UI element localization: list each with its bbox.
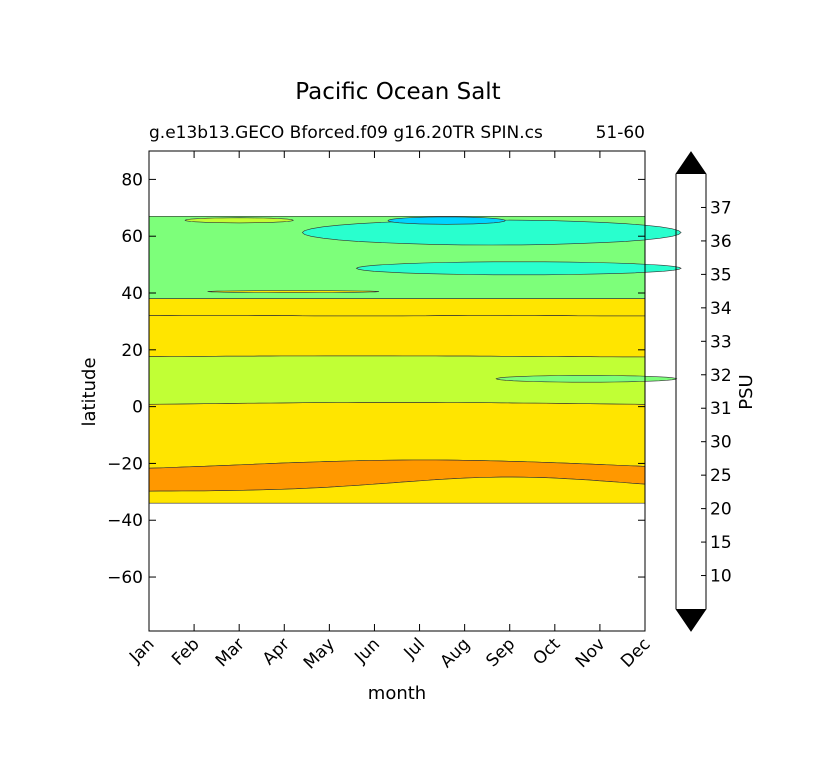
plot-area: 80 60 40 20 0 −20 −40 −60 Jan Feb Mar Apr May Jun Jul… [107, 150, 682, 673]
field-patch-33-34-north [184, 217, 294, 224]
field-patch-31-32-north [301, 219, 682, 246]
field-band-34-35-mid [148, 315, 646, 358]
colorbar-tick-label: 20 [710, 500, 732, 520]
y-tick-label: 0 [132, 398, 143, 418]
colorbar-tick-label: 15 [710, 533, 732, 553]
x-tick-label: Aug [437, 634, 475, 672]
colorbar-tick-label: 30 [710, 433, 732, 453]
field-patch-31-32-mid [355, 261, 682, 276]
chart-title: Pacific Ocean Salt [295, 79, 500, 105]
y-tick-label: 80 [121, 170, 143, 190]
colorbar-tick-label: 35 [710, 265, 732, 285]
colorbar-tick-label: 34 [710, 299, 732, 319]
y-axis-label: latitude [79, 357, 100, 426]
y-tick-label: 20 [121, 341, 143, 361]
x-tick-label: Dec [617, 634, 654, 671]
x-tick-label: Jun [350, 634, 384, 668]
x-tick-label: May [300, 634, 339, 673]
colorbar-tick-label: 25 [710, 466, 732, 486]
chart-subtitle-right: 51-60 [596, 123, 645, 143]
colorbar-extend-under [676, 609, 706, 631]
y-tick-label: −20 [107, 454, 143, 474]
colorbar-tick-label: 31 [710, 399, 732, 419]
x-axis-label: month [368, 683, 426, 704]
field-patch-32-33-equatorial [495, 375, 678, 383]
colorbar-tick-label: 37 [710, 198, 732, 218]
colorbar-tick-label: 10 [710, 567, 732, 587]
y-axis: 80 60 40 20 0 −20 −40 −60 [107, 170, 645, 588]
contour-fields [148, 216, 682, 504]
y-tick-label: −60 [107, 568, 143, 588]
plot-frame [148, 150, 646, 632]
x-tick-label: Nov [572, 634, 610, 672]
colorbar-tick-label: 33 [710, 332, 732, 352]
x-tick-label: Mar [212, 634, 249, 671]
x-tick-label: Jul [400, 634, 429, 663]
x-tick-label: Jan [125, 634, 158, 667]
colorbar-tick-label: 32 [710, 366, 732, 386]
field-band-34-35-north [148, 298, 646, 317]
chart-subtitle-left: g.e13b13.GECO Bforced.f09 g16.20TR SPIN.… [149, 123, 543, 143]
x-tick-label: Apr [259, 634, 294, 669]
colorbar-tick-label: 36 [710, 232, 732, 252]
field-patch-30-31 [387, 216, 506, 225]
colorbar-outline [675, 151, 707, 632]
colorbar-label: PSU [736, 374, 757, 409]
y-tick-label: 60 [121, 227, 143, 247]
colorbar-extend-over [676, 152, 706, 174]
y-tick-label: −40 [107, 511, 143, 531]
x-tick-label: Oct [529, 634, 564, 669]
x-tick-label: Feb [168, 634, 203, 669]
colorbar: 10 15 20 25 30 31 32 33 34 35 36 37 [675, 151, 732, 632]
field-band-34-35-south [148, 402, 646, 469]
x-tick-label: Sep [482, 634, 519, 671]
field-patch-34-thin [207, 290, 380, 293]
y-tick-label: 40 [121, 284, 143, 304]
